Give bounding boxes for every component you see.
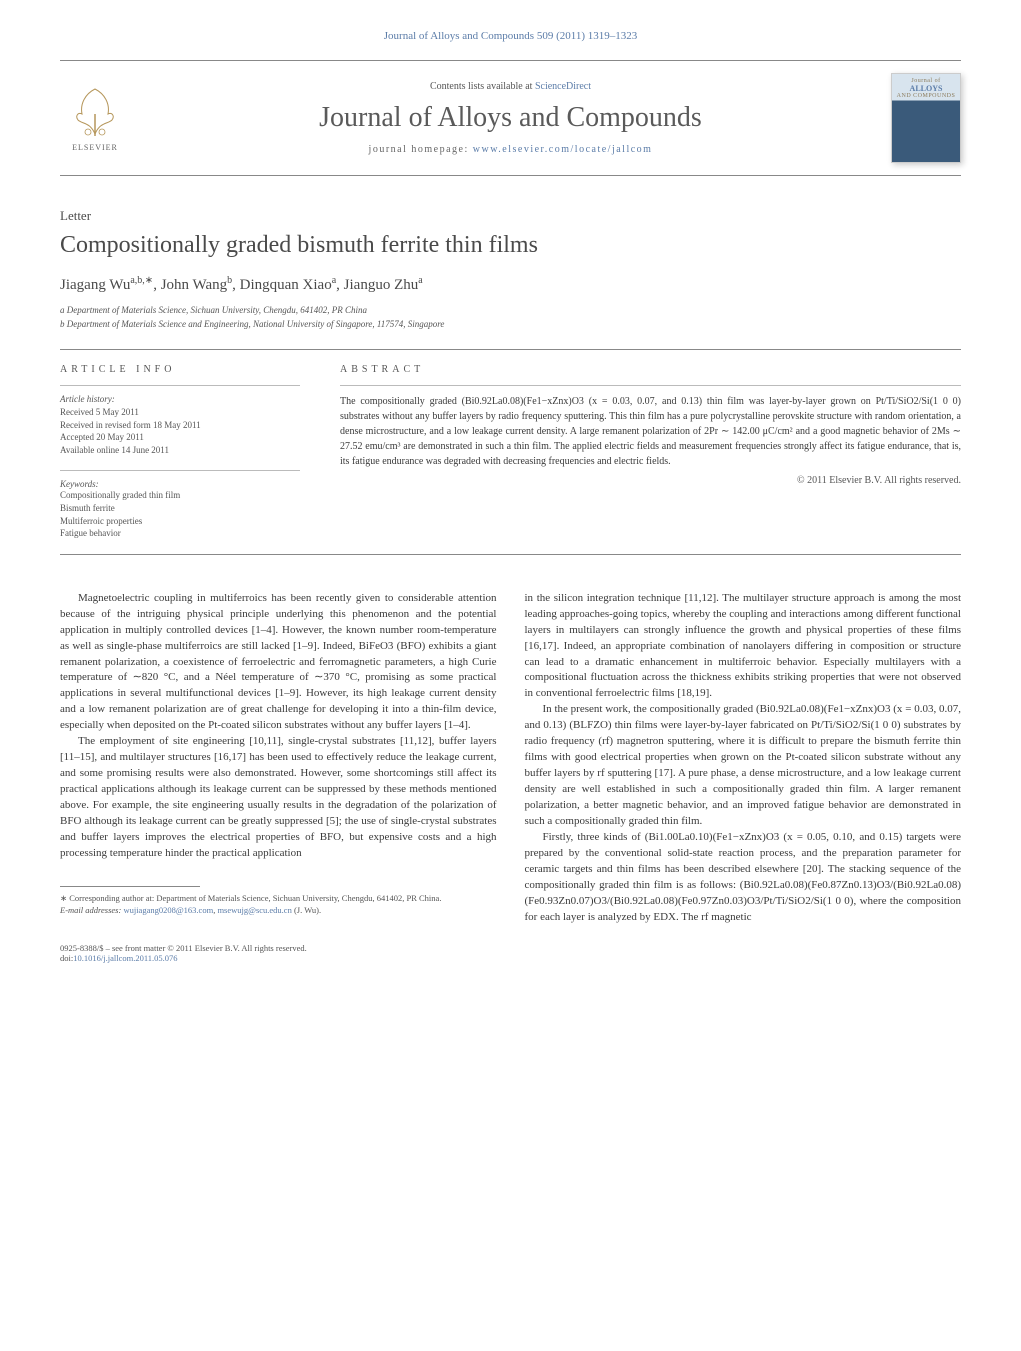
email-link-1[interactable]: wujiagang0208@163.com <box>123 905 213 915</box>
corresponding-author-note: ∗ Corresponding author at: Department of… <box>60 893 497 905</box>
keywords-block: Keywords: Compositionally graded thin fi… <box>60 470 300 539</box>
email-footnote: E-mail addresses: wujiagang0208@163.com,… <box>60 905 497 917</box>
journal-header: ELSEVIER Contents lists available at Sci… <box>60 60 961 176</box>
issn-line: 0925-8388/$ – see front matter © 2011 El… <box>60 943 307 953</box>
running-head: Journal of Alloys and Compounds 509 (201… <box>60 30 961 42</box>
cover-text-line2: ALLOYS <box>910 84 943 93</box>
keyword-2: Bismuth ferrite <box>60 502 300 515</box>
page-footer: 0925-8388/$ – see front matter © 2011 El… <box>60 943 961 963</box>
abstract-rule <box>340 385 961 386</box>
affiliation-b: b Department of Materials Science and En… <box>60 318 961 332</box>
journal-title: Journal of Alloys and Compounds <box>150 102 871 134</box>
elsevier-label: ELSEVIER <box>72 143 118 152</box>
footnote-rule <box>60 886 200 887</box>
body-para-l1: Magnetoelectric coupling in multiferroic… <box>60 591 497 734</box>
abstract-col: ABSTRACT The compositionally graded (Bi0… <box>320 350 961 554</box>
keywords-label: Keywords: <box>60 479 300 489</box>
keyword-4: Fatigue behavior <box>60 527 300 540</box>
article-title: Compositionally graded bismuth ferrite t… <box>60 232 961 259</box>
elsevier-tree-icon <box>70 84 120 139</box>
body-para-r2: In the present work, the compositionally… <box>525 702 962 830</box>
cover-text-line3: AND COMPOUNDS <box>897 93 956 99</box>
keyword-3: Multiferroic properties <box>60 515 300 528</box>
email-suffix: (J. Wu). <box>292 905 321 915</box>
body-para-r3: Firstly, three kinds of (Bi1.00La0.10)(F… <box>525 830 962 926</box>
info-rule <box>60 385 300 386</box>
history-accepted: Accepted 20 May 2011 <box>60 431 300 444</box>
running-head-link[interactable]: Journal of Alloys and Compounds 509 (201… <box>384 30 638 42</box>
email-label: E-mail addresses: <box>60 905 123 915</box>
history-revised: Received in revised form 18 May 2011 <box>60 419 300 432</box>
doi-prefix: doi: <box>60 953 73 963</box>
contents-line: Contents lists available at ScienceDirec… <box>150 81 871 92</box>
body-columns: Magnetoelectric coupling in multiferroic… <box>60 591 961 926</box>
keywords-rule <box>60 470 300 471</box>
body-para-r1: in the silicon integration technique [11… <box>525 591 962 703</box>
body-para-l2: The employment of site engineering [10,1… <box>60 734 497 862</box>
article-info-heading: ARTICLE INFO <box>60 364 300 375</box>
footer-left: 0925-8388/$ – see front matter © 2011 El… <box>60 943 307 963</box>
email-link-2[interactable]: msewujg@scu.edu.cn <box>217 905 291 915</box>
info-abstract-row: ARTICLE INFO Article history: Received 5… <box>60 349 961 555</box>
body-col-left: Magnetoelectric coupling in multiferroic… <box>60 591 497 926</box>
homepage-link[interactable]: www.elsevier.com/locate/jallcom <box>473 144 653 155</box>
elsevier-logo: ELSEVIER <box>60 78 130 158</box>
authors-line: Jiagang Wua,b,∗, John Wangb, Dingquan Xi… <box>60 275 961 294</box>
affiliation-a: a Department of Materials Science, Sichu… <box>60 304 961 318</box>
homepage-line: journal homepage: www.elsevier.com/locat… <box>150 144 871 155</box>
history-online: Available online 14 June 2011 <box>60 444 300 457</box>
article-info-col: ARTICLE INFO Article history: Received 5… <box>60 350 320 554</box>
history-label: Article history: <box>60 394 300 404</box>
header-center: Contents lists available at ScienceDirec… <box>150 81 871 155</box>
doi-link[interactable]: 10.1016/j.jallcom.2011.05.076 <box>73 953 177 963</box>
homepage-prefix: journal homepage: <box>369 144 473 155</box>
abstract-copyright: © 2011 Elsevier B.V. All rights reserved… <box>340 475 961 486</box>
abstract-text: The compositionally graded (Bi0.92La0.08… <box>340 394 961 469</box>
abstract-heading: ABSTRACT <box>340 364 961 375</box>
affiliations: a Department of Materials Science, Sichu… <box>60 304 961 331</box>
keyword-1: Compositionally graded thin film <box>60 489 300 502</box>
journal-cover-thumbnail: Journal of ALLOYS AND COMPOUNDS <box>891 73 961 163</box>
article-type: Letter <box>60 208 961 224</box>
body-col-right: in the silicon integration technique [11… <box>525 591 962 926</box>
history-received: Received 5 May 2011 <box>60 406 300 419</box>
contents-prefix: Contents lists available at <box>430 81 535 92</box>
sciencedirect-link[interactable]: ScienceDirect <box>535 81 591 92</box>
doi-line: doi:10.1016/j.jallcom.2011.05.076 <box>60 953 307 963</box>
